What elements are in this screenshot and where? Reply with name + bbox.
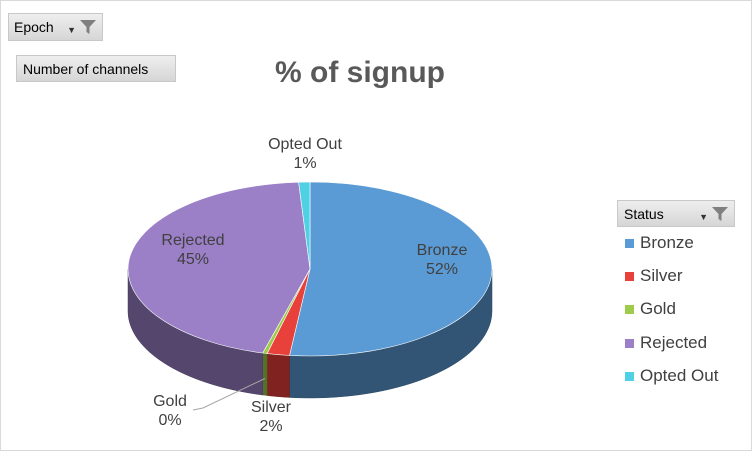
legend-item-rejected[interactable]: Rejected — [625, 333, 707, 353]
legend-item-bronze[interactable]: Bronze — [625, 233, 694, 253]
pie-side-walls — [127, 268, 493, 399]
legend-item-silver[interactable]: Silver — [625, 266, 683, 286]
pie-slice-opted-out[interactable] — [298, 181, 311, 270]
data-label-value-bronze: 52% — [426, 261, 458, 278]
legend-swatch-gold — [625, 304, 634, 314]
data-label-rejected: Rejected 45% — [161, 232, 224, 268]
dropdown-caret-icon: ▼ — [699, 211, 708, 222]
pie-slice-bronze[interactable] — [289, 181, 493, 357]
data-label-value-rejected: 45% — [177, 251, 209, 268]
data-label-name-opted-out: Opted Out — [268, 136, 342, 153]
legend-swatch-bronze — [625, 238, 634, 248]
legend-label-silver: Silver — [640, 266, 683, 285]
gold-leader-line — [192, 378, 266, 411]
filter-funnel-icon — [80, 20, 96, 34]
data-label-gold: Gold 0% — [153, 393, 187, 429]
legend-swatch-rejected — [625, 338, 634, 348]
legend-label-bronze: Bronze — [640, 233, 694, 252]
legend-label-rejected: Rejected — [640, 333, 708, 352]
data-label-name-rejected: Rejected — [161, 232, 224, 249]
legend-label-opted-out: Opted Out — [640, 366, 719, 385]
pie-top-slices — [127, 181, 493, 357]
pie-side-silver — [266, 353, 290, 398]
data-label-value-opted-out: 1% — [293, 155, 316, 172]
legend-item-gold[interactable]: Gold — [625, 299, 676, 319]
status-filter-button[interactable]: Status ▼ — [617, 200, 735, 227]
epoch-filter-button[interactable]: Epoch ▼ — [8, 13, 103, 41]
number-of-channels-field-button[interactable]: Number of channels — [16, 55, 176, 82]
pie-side-gold — [262, 352, 268, 396]
pie-data-labels: Bronze 52% Silver 2% Gold 0% Rejected 45% Opted … — [153, 136, 467, 435]
dropdown-caret-icon: ▼ — [67, 25, 76, 35]
data-label-name-gold: Gold — [153, 393, 187, 410]
data-label-name-bronze: Bronze — [417, 242, 468, 259]
number-of-channels-label: Number of channels — [23, 60, 149, 77]
data-label-value-silver: 2% — [259, 418, 282, 435]
legend-swatch-silver — [625, 271, 634, 281]
pie-slice-rejected[interactable] — [127, 181, 311, 354]
legend-swatch-opted-out — [625, 371, 634, 381]
data-label-name-silver: Silver — [251, 399, 292, 416]
chart-title: % of signup — [275, 56, 445, 89]
data-label-silver: Silver 2% — [251, 399, 292, 435]
data-label-opted-out: Opted Out 1% — [268, 136, 342, 172]
filter-funnel-icon — [712, 206, 728, 221]
legend-label-gold: Gold — [640, 299, 676, 318]
status-filter-label: Status — [624, 205, 664, 222]
epoch-filter-label: Epoch — [14, 19, 54, 35]
legend-item-opted-out[interactable]: Opted Out — [625, 366, 718, 386]
data-label-bronze: Bronze 52% — [417, 242, 468, 278]
data-label-value-gold: 0% — [158, 412, 181, 429]
